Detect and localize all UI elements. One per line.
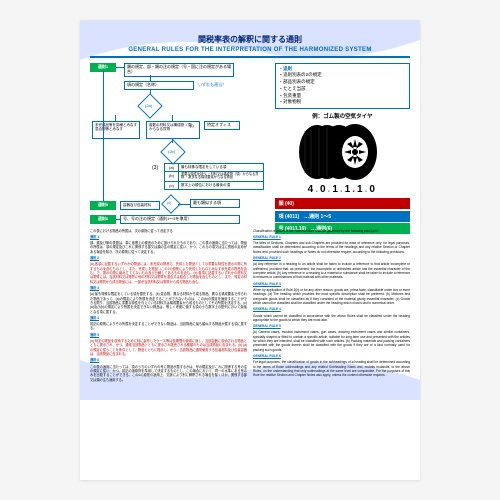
b1: 類の規定、部・類の注の規定（号・国に注の規定がある場合） <box>124 63 234 78</box>
bar-class: 類 (40) <box>275 198 410 209</box>
top-section: 通則1 類の規定、部・類の注の規定（号・国に注の規定がある場合） 項の規定（名称… <box>90 63 410 223</box>
example-label: 例：ゴム製の空気タイヤ <box>275 112 410 120</box>
col-jp: この表における物品の所属は、次の原則に従って決定する 通則 1 部、類及び節の表… <box>90 229 247 439</box>
col-en: Classification of goods in the Nomenclat… <box>253 229 410 439</box>
poster: 関税率表の解釈に関する通則 GENERAL RULES FOR THE INTE… <box>80 20 420 480</box>
b5: 最も類似する項 <box>190 199 240 209</box>
tire-illustration <box>275 123 410 181</box>
rule3-table: (a)最も特殊な限定をしている項 (b)重要な特性を持つ ・材料又は構成物（項）… <box>164 163 264 191</box>
flowchart: 通則1 類の規定、部・類の注の規定（号・国に注の規定がある場合） 項の規定（名称… <box>90 63 271 223</box>
hs-code: 4.0.1.1.1.0 <box>275 184 410 195</box>
b3a: 未完成品等を同様とみなす 混合物等とみなす <box>92 121 140 139</box>
divider <box>90 56 410 58</box>
b2: 項の規定（名称） <box>124 81 194 91</box>
bar-heading: 項 (4011) …通則 1～5 <box>275 211 410 222</box>
b4: 特定オフィス <box>204 121 240 131</box>
text-columns: この表における物品の所属は、次の原則に従って決定する 通則 1 部、類及び節の表… <box>90 229 410 439</box>
b6: 容器及び包装材料 <box>120 201 160 210</box>
right-panel: ・追則 ・追則別表の2の規定 ・部品別表の規定 ・たとえ当該 ・包装重量 ・対象… <box>275 63 410 223</box>
b7: 号、号の注の規定（通則1～5を準用） <box>120 215 240 225</box>
rule5-box: 通則5 <box>90 201 116 211</box>
title-jp: 関税率表の解釈に関する通則 <box>90 34 410 45</box>
rule6-box: 通則6 <box>90 215 116 225</box>
title-en: GENERAL RULES FOR THE INTERPRETATION OF … <box>90 47 410 53</box>
info-box: ・追則 ・追則別表の2の規定 ・部品別表の規定 ・たとえ当該 ・包装重量 ・対象… <box>275 63 410 110</box>
